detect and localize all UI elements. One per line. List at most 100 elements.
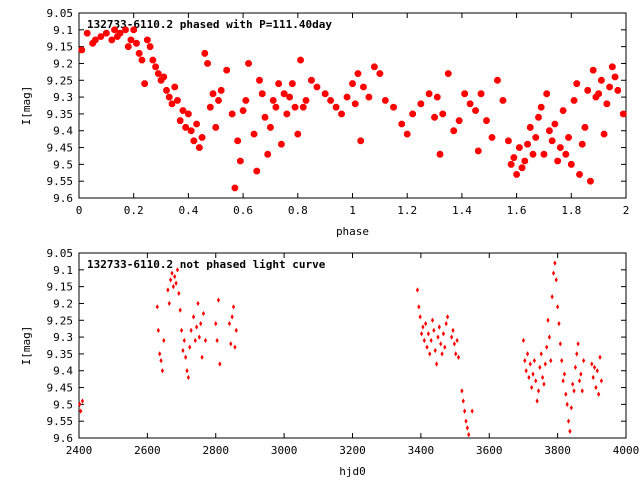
y-tick-label: 9.4 <box>53 365 73 378</box>
data-point <box>283 110 291 118</box>
data-point <box>216 297 221 303</box>
data-point <box>130 26 137 34</box>
data-point <box>230 314 234 320</box>
data-point <box>155 70 162 77</box>
data-point <box>357 137 364 145</box>
data-point <box>425 344 429 350</box>
data-point <box>551 120 559 128</box>
data-point <box>245 60 252 67</box>
data-point <box>215 337 219 344</box>
data-point <box>264 150 271 158</box>
data-point <box>162 337 166 344</box>
data-point <box>595 90 602 98</box>
data-point <box>80 398 85 404</box>
y-tick-label: 9.1 <box>53 24 73 37</box>
data-point <box>573 80 581 87</box>
y-tick-label: 9.35 <box>47 108 74 121</box>
data-point <box>197 334 201 340</box>
data-point <box>256 76 263 84</box>
data-point <box>572 388 576 394</box>
data-point <box>546 127 553 135</box>
data-point <box>547 334 552 340</box>
data-point <box>176 117 184 124</box>
y-tick-label: 9.6 <box>53 192 73 205</box>
data-point <box>440 351 444 357</box>
data-point <box>198 134 206 141</box>
data-point <box>215 97 222 104</box>
y-tick-label: 9.4 <box>53 125 73 138</box>
data-point <box>160 73 168 81</box>
data-point <box>349 80 356 87</box>
data-point <box>338 110 345 118</box>
data-point <box>188 344 192 350</box>
data-point <box>595 368 599 374</box>
data-point <box>165 93 173 101</box>
data-point <box>439 341 443 347</box>
data-point <box>390 103 397 111</box>
data-point <box>540 150 548 158</box>
chart-title: 132733-6110.2 not phased light curve <box>87 258 326 271</box>
data-point <box>190 137 198 145</box>
data-point <box>103 29 110 37</box>
data-point <box>78 46 86 54</box>
y-tick-label: 9.15 <box>47 281 74 294</box>
data-point <box>577 378 582 384</box>
data-point <box>532 358 536 364</box>
data-point <box>422 337 426 344</box>
data-point <box>521 337 526 344</box>
data-point <box>351 100 359 108</box>
data-point <box>609 63 616 71</box>
data-point <box>582 358 586 364</box>
data-point <box>83 29 91 37</box>
data-point <box>398 120 406 128</box>
data-point <box>158 351 162 357</box>
data-point <box>299 103 307 111</box>
data-point <box>409 110 416 118</box>
data-point <box>556 304 560 310</box>
data-point <box>212 124 220 131</box>
data-point <box>558 341 562 347</box>
x-tick-label: 3600 <box>476 444 503 457</box>
y-tick-label: 9.5 <box>53 158 73 171</box>
data-point <box>191 314 196 320</box>
data-point <box>430 317 435 323</box>
data-point <box>417 304 421 310</box>
data-point <box>133 39 140 47</box>
data-point <box>553 260 557 266</box>
data-point <box>559 107 567 114</box>
data-point <box>78 401 82 407</box>
data-point <box>195 324 199 330</box>
data-point <box>460 388 464 394</box>
data-point <box>171 284 175 290</box>
data-point <box>513 171 520 178</box>
y-tick-label: 9.25 <box>47 314 74 327</box>
data-point <box>173 273 177 280</box>
data-point <box>543 361 547 367</box>
data-point <box>445 314 450 320</box>
data-point <box>590 361 594 367</box>
data-point <box>163 87 170 94</box>
data-point <box>253 167 261 175</box>
data-point <box>185 110 192 118</box>
data-point <box>565 134 572 141</box>
y-tick-label: 9.25 <box>47 74 74 87</box>
data-point <box>431 113 438 121</box>
data-point <box>181 347 185 354</box>
data-point <box>525 351 530 357</box>
data-point <box>419 331 424 337</box>
data-point <box>436 150 444 158</box>
x-tick-label: 0.8 <box>288 204 308 217</box>
data-point <box>237 157 244 165</box>
data-point <box>573 364 578 370</box>
data-point <box>175 267 180 273</box>
data-point <box>417 100 425 108</box>
data-point <box>229 341 233 347</box>
data-point <box>371 63 378 71</box>
data-point <box>196 300 200 307</box>
data-point <box>439 110 447 118</box>
data-point <box>455 337 459 344</box>
data-point <box>209 90 217 98</box>
data-point <box>258 90 266 98</box>
data-point <box>171 83 179 91</box>
x-tick-label: 0.2 <box>124 204 144 217</box>
